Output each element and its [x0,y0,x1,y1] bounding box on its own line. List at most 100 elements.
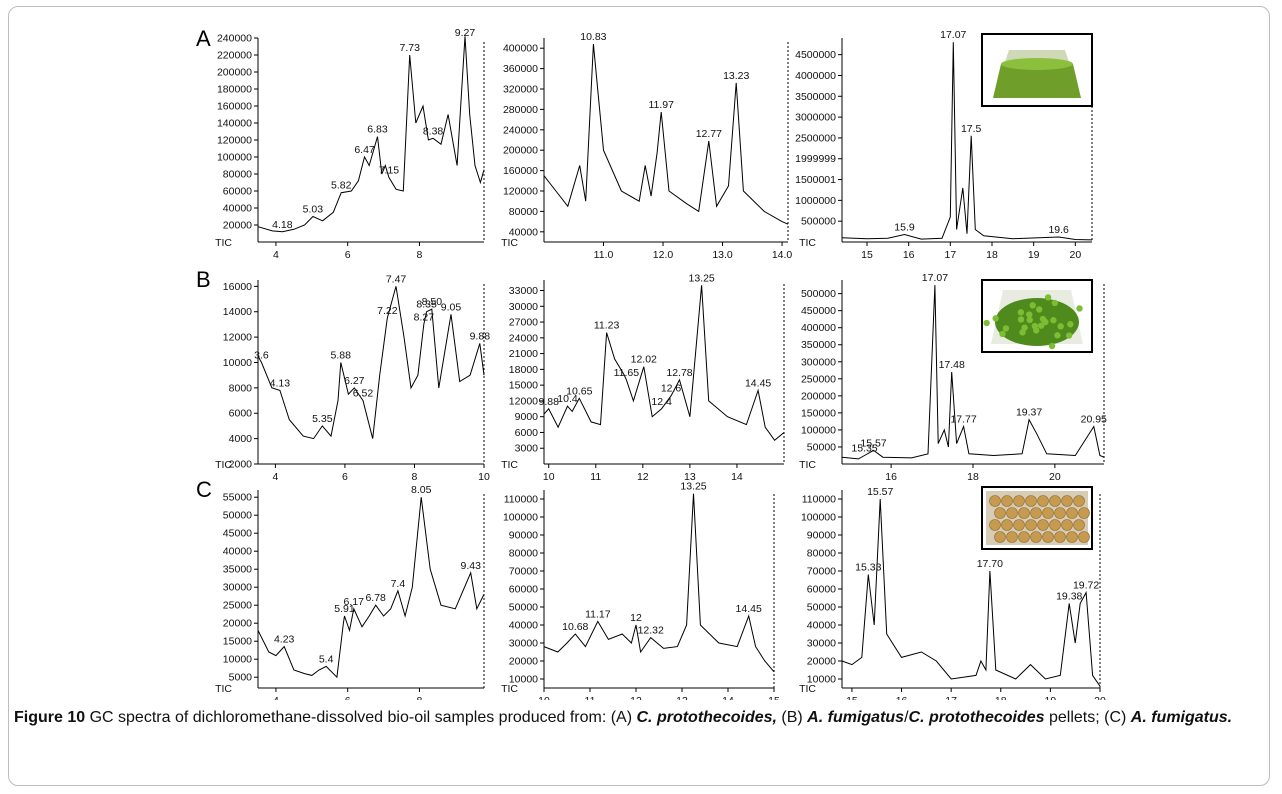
y-tick-label: 30000 [807,638,836,650]
chromatogram-trace [543,44,789,225]
peak-label: 5.82 [331,180,352,192]
y-tick-label: 100000 [801,512,836,524]
y-tick-label: 3000 [515,443,539,455]
chart-a3: 500000 1000000 1500001 1999999 2500000 300000… [795,29,1093,261]
y-tick-label: 250000 [801,373,836,385]
peak-label: 5.35 [312,413,333,425]
y-tick-label: 15000 [509,380,538,392]
row-label: B [196,267,211,292]
y-tick-label: 320000 [503,84,538,96]
y-tick-label: 100000 [503,512,538,524]
y-tick-label: 21000 [509,348,538,360]
y-tick-label: 350000 [801,339,836,351]
y-tick-label: 80000 [509,206,538,218]
pellet [1051,299,1059,307]
y-tick-label: 50000 [509,602,538,614]
bead [1061,519,1073,531]
x-tick-label: 16 [896,695,908,700]
y-tick-label: 45000 [223,528,252,540]
bead [1049,495,1061,507]
y-tick-label: 120000 [217,135,252,147]
chart-b3: 50000 100000 150000 200000 250000 300000 35000… [799,272,1107,483]
y-tick-label: 10000 [509,674,538,686]
y-tick-label: 6000 [229,408,253,420]
chromatogram-trace [841,42,1093,241]
y-tick-label: 1999999 [795,153,836,165]
bead [1006,531,1018,543]
bead [1054,531,1066,543]
caption-species-1: C. protothecoides, [636,709,777,726]
y-tick-label: 70000 [807,566,836,578]
y-axis-label: TIC [215,683,232,695]
peak-label: 12.02 [631,354,657,366]
x-tick-label: 20 [1094,695,1106,700]
bead [1006,507,1018,519]
peak-label: 5.4 [319,653,334,665]
chart-c3: 10000 20000 30000 40000 50000 60000 70000 80000… [799,486,1106,700]
caption-species-4: A. fumigatus. [1130,709,1233,726]
y-axis-label: TIC [215,459,232,471]
y-tick-label: 500000 [801,288,836,300]
peak-label: 19.38 [1056,590,1082,602]
y-tick-label: 5000 [229,672,253,684]
peak-label: 15.33 [855,562,881,574]
peak-label: 20.95 [1081,414,1107,426]
bead [994,531,1006,543]
y-tick-label: 80000 [509,548,538,560]
y-tick-label: 40000 [223,546,252,558]
bead [1030,507,1042,519]
pellet [1029,302,1036,309]
bead [1037,495,1049,507]
x-tick-label: 15 [846,695,858,700]
peak-label: 7.4 [391,578,406,590]
peak-label: 11.17 [585,608,611,620]
x-tick-label: 14 [722,695,734,700]
peak-label: 11.97 [648,99,674,111]
x-tick-label: 4 [273,695,279,700]
x-tick-label: 11 [585,695,596,700]
chromatogram-trace [257,497,485,679]
y-tick-label: 50000 [223,510,252,522]
y-axis-label: TIC [215,237,232,249]
y-tick-label: 40000 [509,226,538,238]
x-tick-label: 19 [1028,249,1040,261]
pellet [1044,294,1052,301]
peak-label: 5.03 [303,204,324,216]
peak-label: 14.45 [745,377,771,389]
culture-photo-a3 [981,33,1093,107]
peak-label: 6.78 [365,592,386,604]
y-tick-label: 20000 [223,618,252,630]
x-tick-label: 6 [345,695,351,700]
y-tick-label: 10000 [223,654,252,666]
x-tick-label: 16 [903,249,915,261]
peak-label: 10.4 [557,393,578,405]
caption-text-1: GC spectra of dichloromethane-dissolved … [85,709,637,726]
peak-label: 12.78 [666,367,692,379]
peak-label: 8.38 [423,125,444,137]
pellet [1026,311,1033,318]
y-tick-label: 360000 [503,63,538,75]
y-tick-label: 3000000 [795,112,836,124]
y-axis-label: TIC [501,459,518,471]
y-tick-label: 1000000 [795,195,836,207]
y-tick-label: 60000 [509,584,538,596]
x-tick-label: 18 [986,249,998,261]
y-tick-label: 110000 [504,494,538,506]
bead [1001,519,1013,531]
peak-label: 19.37 [1016,407,1042,419]
y-tick-label: 240000 [217,33,252,45]
chart-c2: 10000 20000 30000 40000 50000 60000 70000 80000… [501,481,780,700]
peak-label: 7.73 [400,42,421,54]
bead [1073,519,1085,531]
peak-label: 6.83 [367,124,388,136]
figure-caption: Figure 10 GC spectra of dichloromethane-… [14,706,1254,730]
y-tick-label: 10000 [807,674,836,686]
peak-label: 10.83 [580,31,606,43]
pellet [1039,315,1047,323]
y-tick-label: 16000 [223,281,252,293]
peak-label: 17.5 [961,123,982,135]
peak-label: 12.32 [638,625,664,637]
peak-label: 17.48 [939,359,965,371]
peak-label: 13.25 [680,481,706,493]
bead [1018,507,1030,519]
